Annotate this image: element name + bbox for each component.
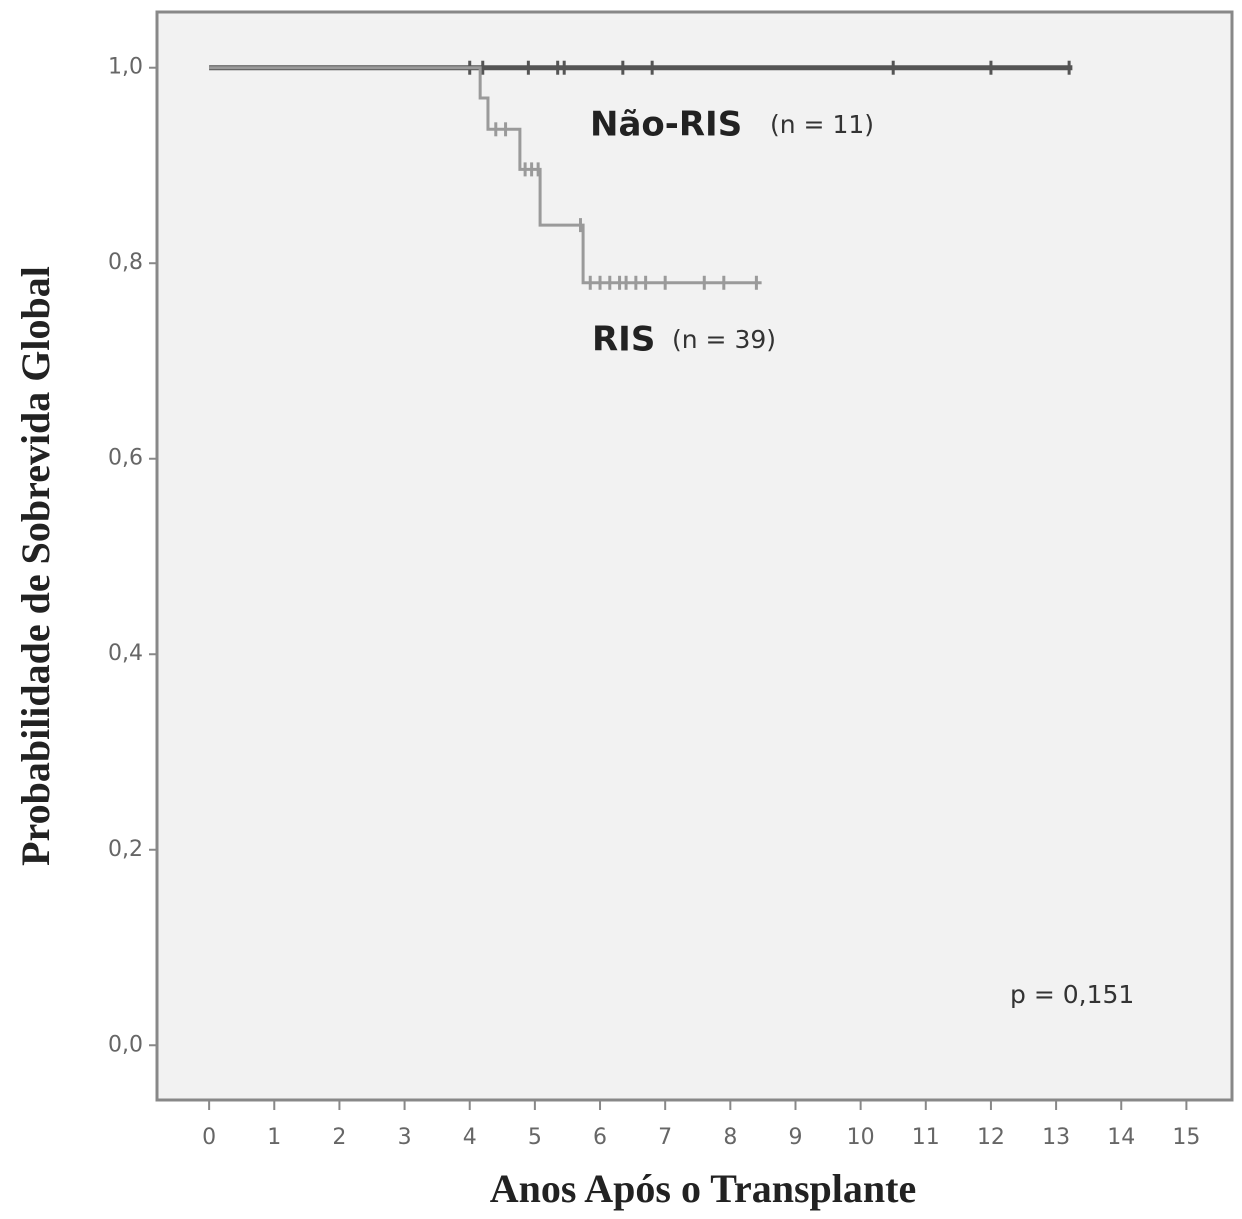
x-tick-label: 0 (202, 1125, 216, 1150)
y-tick-label: 0,4 (108, 641, 143, 666)
curve-label: RIS (592, 320, 655, 360)
y-tick-label: 0,6 (108, 446, 143, 471)
x-tick-label: 1 (267, 1125, 281, 1150)
p-value: p = 0,151 (1010, 980, 1134, 1009)
x-tick-label: 9 (788, 1125, 802, 1150)
curve-label: Não-RIS (590, 105, 742, 145)
x-tick-label: 6 (593, 1125, 607, 1150)
x-tick-label: 15 (1172, 1125, 1200, 1150)
x-tick-label: 13 (1042, 1125, 1070, 1150)
x-tick-label: 8 (723, 1125, 737, 1150)
x-tick-label: 11 (912, 1125, 940, 1150)
x-tick-label: 7 (658, 1125, 672, 1150)
y-axis-label: Probabilidade de Sobrevida Global (13, 266, 58, 866)
y-tick-label: 0,0 (108, 1032, 143, 1057)
x-tick-label: 5 (528, 1125, 542, 1150)
x-tick-label: 3 (398, 1125, 412, 1150)
x-tick-label: 10 (847, 1125, 875, 1150)
curve-n-label: (n = 11) (770, 110, 874, 139)
survival-curve (209, 66, 762, 285)
x-tick-label: 2 (332, 1125, 346, 1150)
x-tick-label: 14 (1107, 1125, 1135, 1150)
x-tick-label: 12 (977, 1125, 1005, 1150)
plot-frame (155, 10, 1234, 1102)
x-axis-label: Anos Após o Transplante (490, 1166, 916, 1211)
curve-n-label: (n = 39) (672, 325, 776, 354)
y-tick-label: 0,2 (108, 837, 143, 862)
x-tick-label: 4 (463, 1125, 477, 1150)
y-tick-label: 0,8 (108, 250, 143, 275)
y-tick-label: 1,0 (108, 55, 143, 80)
